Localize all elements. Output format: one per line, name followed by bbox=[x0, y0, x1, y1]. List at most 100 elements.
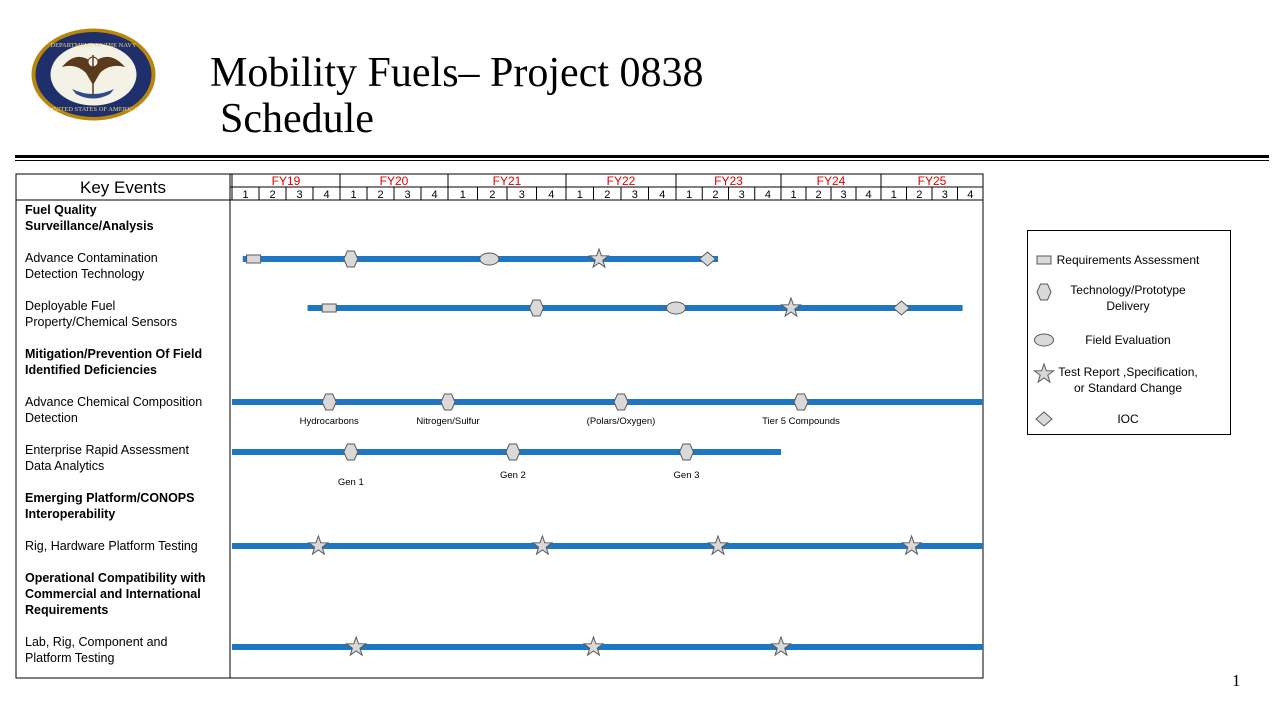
test-report-marker bbox=[531, 534, 554, 556]
requirements-assessment-marker bbox=[321, 303, 337, 313]
quarter-label: 4 bbox=[967, 189, 973, 201]
quarter-label: 2 bbox=[489, 189, 495, 201]
seal-text-top: DEPARTMENT OF THE NAVY bbox=[50, 42, 137, 49]
quarter-label: 3 bbox=[519, 189, 525, 201]
test-report-marker bbox=[770, 635, 792, 657]
row-label: Advance Chemical Composition bbox=[25, 395, 202, 409]
row-label: Property/Chemical Sensors bbox=[25, 315, 177, 329]
legend-label: or Standard Change bbox=[1074, 381, 1182, 395]
quarter-label: 4 bbox=[659, 189, 665, 201]
requirements-assessment-marker bbox=[246, 254, 262, 264]
milestone-caption: (Polars/Oxygen) bbox=[587, 416, 656, 427]
ioc-marker bbox=[892, 300, 911, 316]
technology-delivery-marker bbox=[440, 393, 456, 411]
quarter-label: 1 bbox=[577, 189, 583, 201]
title-line-1: Mobility Fuels– Project 0838 bbox=[210, 50, 704, 96]
quarter-label: 2 bbox=[815, 189, 821, 201]
quarter-label: 1 bbox=[460, 189, 466, 201]
legend-label: Field Evaluation bbox=[1085, 333, 1170, 347]
fy-label: FY21 bbox=[493, 174, 522, 188]
quarter-label: 4 bbox=[865, 189, 871, 201]
seal-text-bottom: UNITED STATES OF AMERICA bbox=[49, 106, 139, 113]
row-label: Detection Technology bbox=[25, 267, 145, 281]
row-label: Data Analytics bbox=[25, 459, 104, 473]
row-label: Interoperability bbox=[25, 507, 115, 521]
quarter-label: 3 bbox=[840, 189, 846, 201]
row-label: Lab, Rig, Component and bbox=[25, 635, 168, 649]
milestone-caption: Gen 3 bbox=[674, 470, 700, 481]
test-report-marker bbox=[345, 635, 368, 657]
quarter-label: 1 bbox=[686, 189, 692, 201]
field-evaluation-marker bbox=[479, 252, 500, 266]
row-label: Mitigation/Prevention Of Field bbox=[25, 347, 202, 361]
row-label: Deployable Fuel bbox=[25, 299, 115, 313]
quarter-label: 1 bbox=[790, 189, 796, 201]
fy-label: FY20 bbox=[380, 174, 409, 188]
legend-label: Test Report ,Specification, bbox=[1058, 365, 1197, 379]
quarter-label: 3 bbox=[632, 189, 638, 201]
quarter-label: 4 bbox=[431, 189, 437, 201]
quarter-label: 1 bbox=[350, 189, 356, 201]
test-report-marker bbox=[900, 534, 923, 556]
technology-delivery-marker bbox=[678, 443, 695, 461]
quarter-label: 4 bbox=[765, 189, 771, 201]
fy-label: FY25 bbox=[918, 174, 947, 188]
title-rule-thin bbox=[15, 160, 1269, 161]
milestone-caption: Tier 5 Compounds bbox=[762, 416, 840, 427]
fy-label: FY23 bbox=[714, 174, 743, 188]
test-report-marker bbox=[307, 534, 330, 556]
fy-label: FY22 bbox=[607, 174, 636, 188]
field-evaluation-marker bbox=[666, 301, 686, 315]
technology-delivery-marker bbox=[505, 443, 521, 461]
legend-label: Delivery bbox=[1106, 299, 1149, 313]
ioc-marker bbox=[1035, 411, 1053, 427]
test-report-marker bbox=[780, 296, 802, 318]
row-label: Operational Compatibility with bbox=[25, 571, 206, 585]
quarter-label: 2 bbox=[604, 189, 610, 201]
quarter-label: 3 bbox=[739, 189, 745, 201]
test-report-marker bbox=[582, 635, 605, 657]
quarter-label: 2 bbox=[377, 189, 383, 201]
page-number: 1 bbox=[1232, 671, 1241, 690]
legend-box bbox=[1027, 230, 1231, 435]
quarter-label: 2 bbox=[712, 189, 718, 201]
requirements-assessment-marker bbox=[1036, 255, 1052, 265]
technology-delivery-marker bbox=[613, 393, 629, 411]
row-label: Surveillance/Analysis bbox=[25, 219, 154, 233]
milestone-caption: Gen 1 bbox=[338, 477, 364, 488]
slide-title: Mobility Fuels– Project 0838 Schedule bbox=[210, 50, 704, 142]
navy-seal-logo: DEPARTMENT OF THE NAVY UNITED STATES OF … bbox=[31, 28, 156, 121]
quarter-label: 2 bbox=[269, 189, 275, 201]
table-frame bbox=[15, 173, 984, 679]
row-label: Detection bbox=[25, 411, 78, 425]
technology-delivery-marker bbox=[343, 250, 359, 268]
milestone-caption: Gen 2 bbox=[500, 470, 526, 481]
technology-delivery-marker bbox=[793, 393, 809, 411]
title-line-2: Schedule bbox=[220, 96, 374, 142]
ioc-marker bbox=[698, 251, 717, 267]
quarter-label: 3 bbox=[942, 189, 948, 201]
quarter-label: 4 bbox=[548, 189, 554, 201]
quarter-label: 1 bbox=[242, 189, 248, 201]
legend-label: Requirements Assessment bbox=[1057, 253, 1200, 267]
legend-label: Technology/Prototype bbox=[1070, 283, 1186, 297]
row-label: Fuel Quality bbox=[25, 203, 97, 217]
test-report-marker bbox=[588, 247, 610, 269]
technology-delivery-marker bbox=[528, 299, 545, 317]
row-label: Rig, Hardware Platform Testing bbox=[25, 539, 198, 553]
title-rule-thick bbox=[15, 155, 1269, 158]
technology-delivery-marker bbox=[1036, 283, 1052, 301]
key-events-header: Key Events bbox=[80, 178, 166, 197]
quarter-label: 3 bbox=[404, 189, 410, 201]
milestone-caption: Hydrocarbons bbox=[300, 416, 359, 427]
quarter-label: 2 bbox=[916, 189, 922, 201]
quarter-label: 3 bbox=[296, 189, 302, 201]
milestone-caption: Nitrogen/Sulfur bbox=[416, 416, 479, 427]
test-report-marker bbox=[707, 534, 729, 556]
technology-delivery-marker bbox=[321, 393, 337, 411]
test-report-marker bbox=[1033, 362, 1055, 384]
technology-delivery-marker bbox=[343, 443, 359, 461]
row-label: Emerging Platform/CONOPS bbox=[25, 491, 194, 505]
